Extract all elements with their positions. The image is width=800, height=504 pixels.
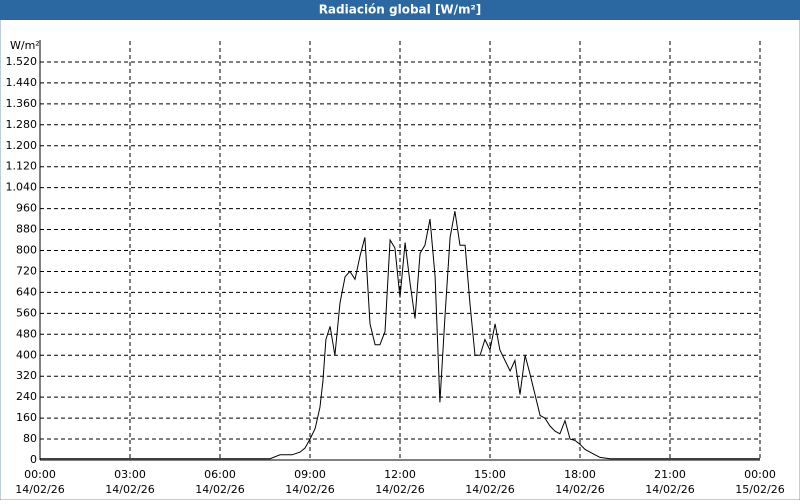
x-tick-date: 14/02/26 — [105, 483, 154, 496]
x-tick-date: 15/02/26 — [735, 483, 784, 496]
x-tick-date: 14/02/26 — [195, 483, 244, 496]
x-tick-date: 14/02/26 — [555, 483, 604, 496]
chart-title: Radiación global [W/m²] — [319, 3, 482, 17]
x-tick-date: 14/02/26 — [375, 483, 424, 496]
y-tick-label: 880 — [16, 223, 37, 236]
x-tick-label: 00:00 — [24, 468, 56, 481]
x-tick-label: 18:00 — [564, 468, 596, 481]
y-tick-label: 480 — [16, 327, 37, 340]
x-tick-date: 14/02/26 — [465, 483, 514, 496]
title-bar — [0, 0, 800, 20]
y-tick-label: 240 — [16, 390, 37, 403]
y-tick-label: 400 — [16, 348, 37, 361]
y-tick-label: 720 — [16, 264, 37, 277]
y-tick-label: 1.440 — [6, 76, 38, 89]
y-tick-label: 1.360 — [6, 97, 38, 110]
x-tick-label: 00:00 — [744, 468, 776, 481]
data-line — [40, 211, 760, 460]
y-axis-label: W/m² — [10, 39, 40, 52]
y-tick-label: 320 — [16, 369, 37, 382]
y-tick-label: 1.040 — [6, 181, 38, 194]
y-tick-label: 800 — [16, 244, 37, 257]
x-tick-date: 14/02/26 — [645, 483, 694, 496]
x-tick-date: 14/02/26 — [15, 483, 64, 496]
y-tick-label: 1.120 — [6, 160, 38, 173]
x-tick-label: 06:00 — [204, 468, 236, 481]
x-tick-label: 09:00 — [294, 468, 326, 481]
y-tick-label: 160 — [16, 411, 37, 424]
y-tick-label: 1.520 — [6, 55, 38, 68]
y-tick-label: 80 — [23, 432, 37, 445]
y-tick-label: 1.280 — [6, 118, 38, 131]
y-tick-label: 560 — [16, 306, 37, 319]
x-tick-label: 21:00 — [654, 468, 686, 481]
x-tick-label: 12:00 — [384, 468, 416, 481]
y-tick-label: 1.200 — [6, 139, 38, 152]
y-tick-label: 0 — [30, 453, 37, 466]
x-tick-date: 14/02/26 — [285, 483, 334, 496]
y-tick-label: 640 — [16, 285, 37, 298]
y-tick-label: 960 — [16, 202, 37, 215]
x-tick-label: 15:00 — [474, 468, 506, 481]
x-tick-label: 03:00 — [114, 468, 146, 481]
